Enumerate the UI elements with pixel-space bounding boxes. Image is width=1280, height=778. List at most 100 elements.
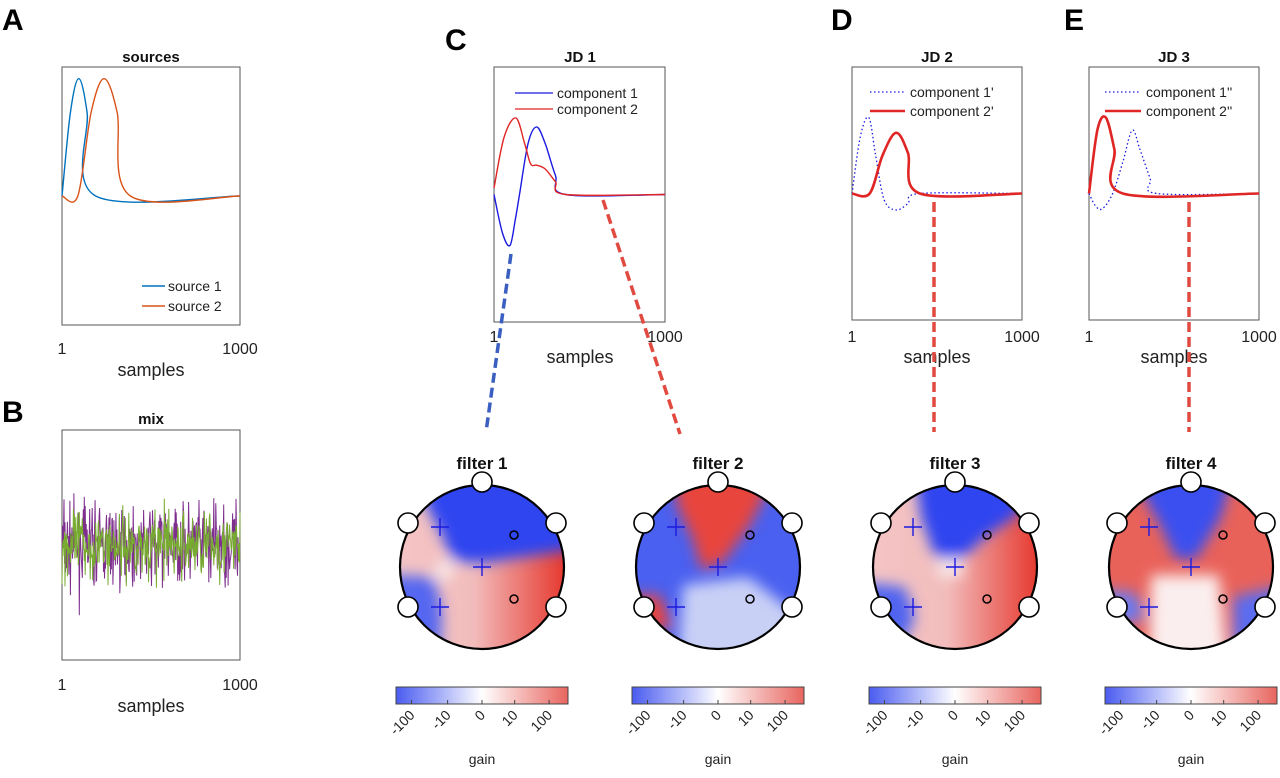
x-axis-label: samples [117,696,184,716]
electrode-circle [633,512,655,534]
x-tick-1000: 1000 [647,329,683,346]
plus-marker-icon [667,518,685,536]
sensor-marker-icon [1218,530,1228,540]
jd1-plot: JD 1 component 1 component 2 1 1000 samp… [490,49,683,367]
x-tick-1: 1 [1085,329,1094,346]
series-line-2 [61,78,241,203]
jd2-curves [851,116,1023,211]
filter-title: filter 3 [929,454,980,473]
x-tick-1000: 1000 [222,677,258,694]
x-axis-label: samples [903,347,970,367]
legend-component-1-prime: component 1' [910,84,994,100]
electrode-circle [471,471,493,493]
electrode-circle [1018,512,1040,534]
plus-marker-icon [904,518,922,536]
legend-source-1: source 1 [168,278,222,294]
mix-plot: mix 1 1000 samples [58,411,258,716]
series-line-2 [851,131,1023,198]
colorbar-tick-label: 0 [707,707,724,724]
electrode-circle [781,512,803,534]
plus-marker-icon [473,558,491,576]
colorbar-tick-label: -10 [901,707,927,733]
legend-component-2-prime: component 2' [910,103,994,119]
electrode-circle [870,596,892,618]
electrode-circle [397,596,419,618]
legend-source-2: source 2 [168,298,222,314]
series-line-2 [1087,115,1260,199]
plus-marker-icon [946,558,964,576]
panel-label-d: D [831,4,853,37]
electrode-circle [944,471,966,493]
electrode-circle [1106,596,1128,618]
plus-marker-icon [1182,558,1200,576]
sources-curves [61,78,241,203]
electrode-circle [1254,596,1276,618]
connectors [484,199,1191,435]
jd3-plot: JD 3 component 1'' component 2'' 1 1000 … [1085,49,1277,367]
colorbar-tick-label: 10 [971,707,993,729]
sensor-marker-icon [1218,594,1228,604]
colorbar-tick-label: -100 [386,707,417,738]
mix-curves [61,493,241,616]
connector-red [601,199,682,435]
panel-label-a: A [2,4,24,37]
series-line-1 [61,78,241,203]
x-tick-1: 1 [58,677,67,694]
panel-label-b: B [2,396,24,429]
electrode-circle [1018,596,1040,618]
legend-component-1: component 1 [557,85,638,101]
colorbar-tick-label: 10 [734,707,756,729]
colorbar-tick-label: 10 [1207,707,1229,729]
plus-marker-icon [709,558,727,576]
plus-marker-icon [431,598,449,616]
x-tick-1000: 1000 [1241,329,1277,346]
electrode-circle [633,596,655,618]
x-axis-label: samples [1140,347,1207,367]
colorbar-tick-label: 100 [1000,707,1028,735]
electrode-circle [781,596,803,618]
sensor-marker-icon [982,530,992,540]
sensor-marker-icon [745,530,755,540]
colorbar-tick-label: 100 [1236,707,1264,735]
colorbar-tick-label: 0 [471,707,488,724]
electrode-circle [545,512,567,534]
plus-marker-icon [1140,598,1158,616]
plus-marker-icon [1140,518,1158,536]
mix-title: mix [138,411,165,428]
colorbar-tick-label: -10 [664,707,690,733]
electrode-circle [545,596,567,618]
sources-plot: sources source 1 source 2 1 1000 samples [58,49,258,380]
jd2-title: JD 2 [921,49,953,66]
sensor-marker-icon [982,594,992,604]
legend-component-2-double-prime: component 2'' [1146,103,1232,119]
legend-component-1-double-prime: component 1'' [1146,84,1232,100]
plus-marker-icon [904,598,922,616]
mix-signal-2 [61,498,241,588]
colorbar-tick-label: 0 [1180,707,1197,724]
colorbar-tick-label: -10 [1137,707,1163,733]
electrode-circle [397,512,419,534]
panel-label-c: C [445,24,467,57]
plus-marker-icon [667,598,685,616]
colorbar-tick-label: -100 [1095,707,1126,738]
series-line-2 [493,117,666,197]
colorbar-label: gain [1178,751,1204,767]
jd3-title: JD 3 [1158,49,1190,66]
jd3-curves [1087,115,1260,211]
electrode-circle [1180,471,1202,493]
colorbar-tick-label: -100 [622,707,653,738]
colorbar-tick-label: -10 [428,707,454,733]
plus-marker-icon [431,518,449,536]
sensor-marker-icon [509,594,519,604]
x-axis-label: samples [546,347,613,367]
colorbar-tick-label: 100 [527,707,555,735]
jd1-curves [493,117,666,247]
